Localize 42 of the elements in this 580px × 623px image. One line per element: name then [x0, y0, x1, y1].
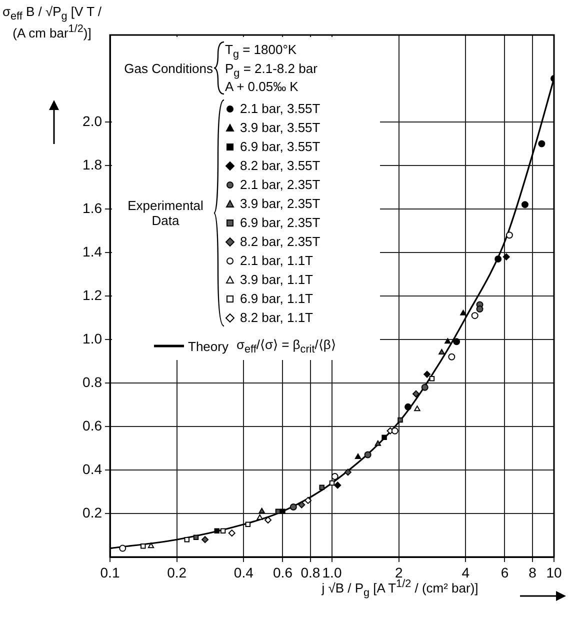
x-tick-label: 0.4	[234, 564, 254, 580]
annotation: T$_{g}$ = 1800°K	[225, 42, 298, 60]
legend-label: 8.2 bar, 1.1T	[240, 310, 313, 325]
annotation: P$_{g}$ = 2.1-8.2 bar	[225, 60, 318, 80]
x-tick-label: 0.2	[167, 564, 187, 580]
x-tick-label: 0.1	[100, 564, 120, 580]
x-tick-label: 8	[528, 564, 537, 580]
x-tick-label: 4	[462, 564, 470, 580]
y-tick-label: 1.0	[82, 330, 102, 346]
legend-label: 6.9 bar, 1.1T	[240, 291, 313, 306]
x-tick-label: 6	[500, 564, 509, 580]
x-tick-label: 2	[394, 564, 403, 580]
legend-label: Theory	[188, 338, 228, 354]
y-tick-label: 0.6	[82, 417, 102, 434]
annotation: A + 0.05‰ K	[225, 79, 300, 94]
legend-label: 6.9 bar, 2.35T	[240, 215, 320, 230]
legend-label: 8.2 bar, 3.55T	[240, 158, 320, 173]
legend-label: 3.9 bar, 2.35T	[240, 196, 320, 211]
annotation: σ$_{eff}$/⟨σ⟩ = β$_{crit}$/⟨β⟩	[236, 337, 336, 356]
y-tick-label: 2.0	[82, 112, 102, 129]
annotation: Gas Conditions	[123, 60, 213, 76]
legend-label: 8.2 bar, 2.35T	[240, 234, 320, 249]
legend-title: Experimental Data	[126, 198, 204, 228]
y-tick-label: 0.8	[82, 374, 102, 390]
y-tick-label: 1.4	[82, 243, 102, 260]
legend-label: 2.1 bar, 1.1T	[240, 253, 313, 268]
x-axis-title: j √B / P$_{g}$ [A T$^{1/2}$ / (cm² bar)]	[322, 578, 478, 599]
y-axis-title: σ$_{eff}$ B / √P$_{g}$ [V T / (A cm bar$^{1/2}$)]	[2, 4, 102, 40]
y-tick-label: 1.2	[82, 286, 102, 303]
legend-label: 2.1 bar, 2.35T	[240, 177, 320, 192]
y-tick-label: 0.4	[82, 460, 102, 477]
legend-label: 6.9 bar, 3.55T	[240, 139, 320, 154]
legend-label: 2.1 bar, 3.55T	[240, 101, 320, 116]
y-tick-label: 1.8	[82, 156, 102, 172]
x-tick-label: 1.0	[322, 564, 342, 580]
legend-label: 3.9 bar, 3.55T	[240, 120, 320, 135]
y-tick-label: 1.6	[82, 200, 102, 216]
x-tick-label: 0.6	[273, 564, 293, 580]
x-tick-label: 10	[546, 564, 562, 580]
x-tick-label: 0.8	[300, 564, 320, 580]
y-tick-label: 0.2	[82, 504, 102, 520]
legend-label: 3.9 bar, 1.1T	[240, 272, 313, 287]
